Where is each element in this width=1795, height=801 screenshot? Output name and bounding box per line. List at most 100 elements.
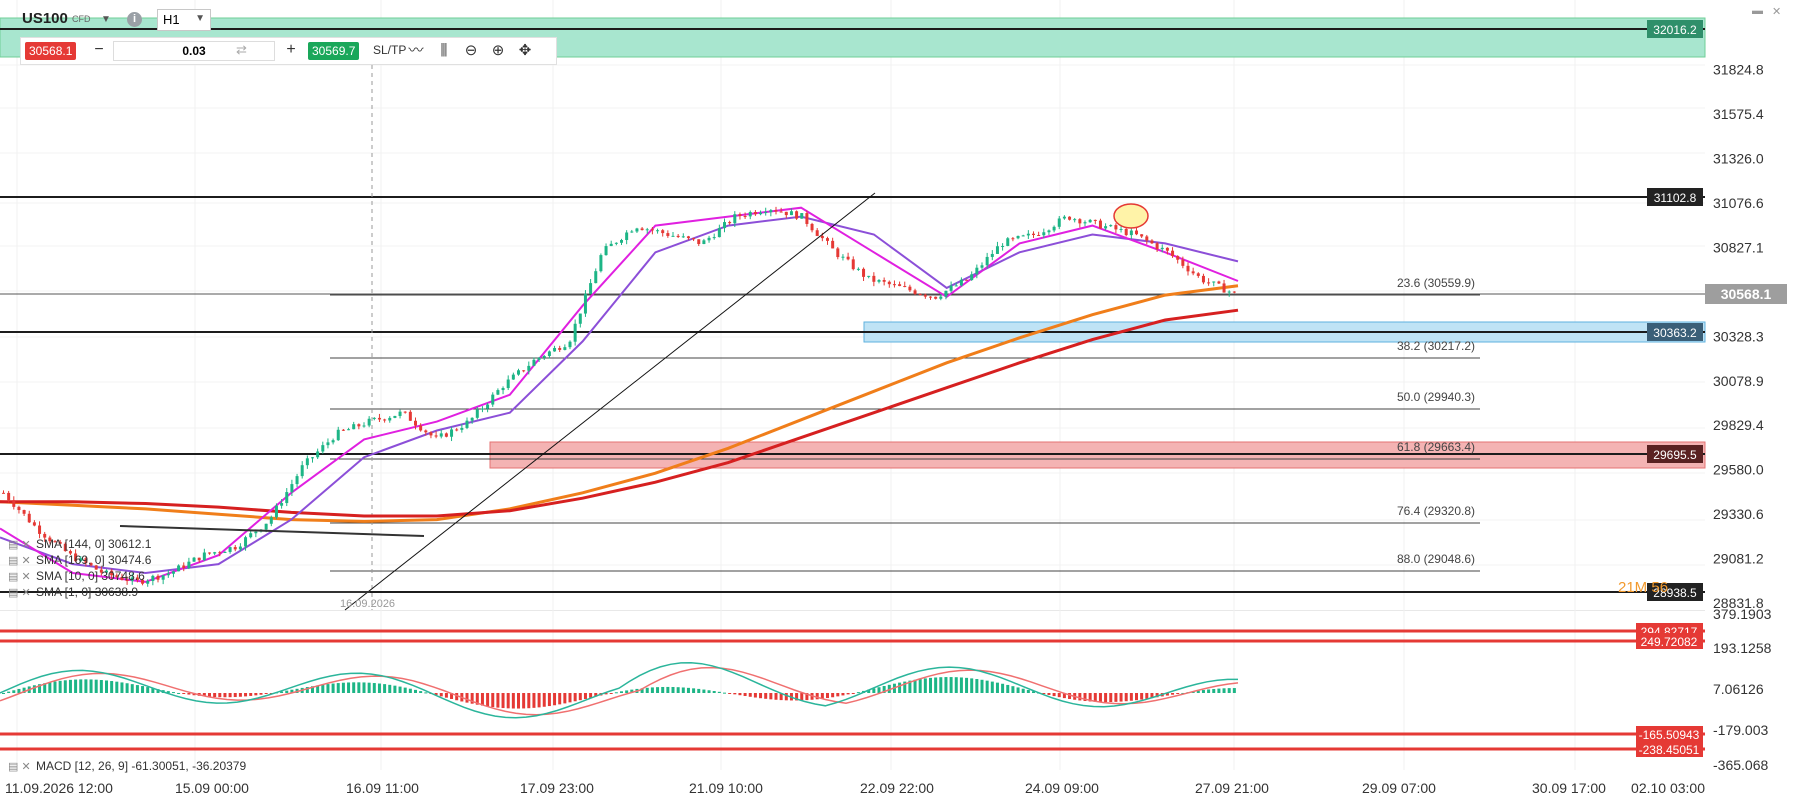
info-icon[interactable]: i <box>127 12 142 27</box>
buy-button[interactable]: 30569.7 <box>308 42 360 60</box>
crosshair-move-icon[interactable]: ✥ <box>518 42 532 59</box>
macd-histogram-bar <box>558 693 562 705</box>
macd-histogram-bar <box>1155 693 1159 698</box>
decrease-quantity-button[interactable]: − <box>94 41 104 58</box>
macd-histogram-bar <box>352 682 356 693</box>
symbol-name[interactable]: US100 <box>22 10 68 27</box>
line-chart-icon[interactable]: 〰 <box>408 42 424 59</box>
candle-body <box>213 552 217 554</box>
sell-button[interactable]: 30568.1 <box>25 42 77 60</box>
candle-body <box>795 211 799 219</box>
macd-histogram-bar <box>805 693 809 701</box>
candle-body <box>599 255 603 272</box>
macd-histogram-bar <box>856 692 860 694</box>
candle-body <box>1052 226 1056 231</box>
candle-body <box>311 457 314 459</box>
macd-histogram-bar <box>1114 693 1118 702</box>
macd-histogram-bar <box>748 693 752 697</box>
candle-body <box>923 294 927 297</box>
macd-histogram-bar <box>63 680 67 693</box>
candle-body <box>419 425 423 431</box>
candle-body <box>645 229 649 231</box>
macd-histogram-bar <box>89 679 93 693</box>
macd-histogram-bar <box>496 693 500 708</box>
candle-body <box>527 365 531 371</box>
candle-body <box>1212 281 1216 283</box>
macd-histogram-bar <box>779 693 783 701</box>
macd-level-label: -238.45051 <box>1639 743 1700 757</box>
timeframe-select[interactable]: H1 ▼ <box>157 9 211 31</box>
candle-body <box>882 279 886 282</box>
macd-histogram-bar <box>609 693 613 694</box>
macd-histogram-bar <box>68 679 72 693</box>
trendline <box>344 192 876 611</box>
macd-histogram-bar <box>681 687 685 693</box>
candle-body <box>723 222 726 229</box>
zoom-in-icon[interactable]: ⊕ <box>491 42 505 59</box>
macd-histogram-bar <box>341 682 345 693</box>
candle-body <box>959 279 963 286</box>
macd-histogram-bar <box>671 687 675 693</box>
candle-body <box>274 505 278 518</box>
macd-histogram-bar <box>439 693 443 697</box>
candle-body <box>686 236 690 239</box>
candle-body <box>439 433 443 437</box>
candle-body <box>300 465 304 477</box>
candle-body <box>1145 236 1149 241</box>
increase-quantity-button[interactable]: + <box>286 41 296 58</box>
candle-body <box>130 577 134 582</box>
candles-icon[interactable]: ⫼ <box>440 42 448 59</box>
macd-histogram-bar <box>326 684 330 693</box>
sl-tp-button[interactable]: SL/TP <box>373 43 407 57</box>
candle-body <box>43 533 47 538</box>
macd-histogram-bar <box>1026 690 1030 693</box>
macd-histogram-bar <box>470 693 474 704</box>
quantity-input[interactable]: 0.03 <box>113 41 275 61</box>
symbol-dropdown-icon[interactable]: ▼ <box>101 14 111 25</box>
macd-histogram-bar <box>661 686 665 693</box>
candle-body <box>558 347 562 350</box>
candle-body <box>820 235 824 239</box>
candle-body <box>506 379 510 389</box>
candle-body <box>12 500 16 507</box>
macd-histogram-bar <box>594 693 598 697</box>
candle-body <box>1227 291 1231 293</box>
candle-body <box>1073 219 1077 221</box>
candle-body <box>341 429 345 431</box>
macd-histogram-bar <box>146 687 150 693</box>
macd-histogram-bar <box>7 691 11 693</box>
time-axis-label: 22.09 22:00 <box>860 780 934 796</box>
candle-body <box>1176 256 1180 260</box>
macd-histogram-bar <box>733 693 737 695</box>
candle-body <box>1201 275 1205 283</box>
macd-level-label: -165.50943 <box>1639 728 1700 742</box>
candle-body <box>17 506 21 511</box>
macd-histogram-bar <box>1021 688 1025 693</box>
macd-histogram-bar <box>934 677 938 693</box>
candle-body <box>753 212 757 215</box>
candle-body <box>980 265 984 268</box>
zoom-out-icon[interactable]: ⊖ <box>464 42 478 59</box>
candle-body <box>630 231 634 233</box>
macd-tick-label: 379.1903 <box>1713 606 1772 622</box>
macd-histogram-bar <box>403 687 407 693</box>
macd-histogram-bar <box>377 683 381 693</box>
macd-histogram-bar <box>501 693 505 709</box>
macd-histogram-bar <box>1171 693 1175 695</box>
macd-histogram-bar <box>74 679 78 693</box>
candle-body <box>563 347 567 350</box>
minimize-icon[interactable]: ▬ <box>1752 5 1763 17</box>
macd-histogram-bar <box>264 693 268 694</box>
candle-body <box>486 404 490 409</box>
close-icon[interactable]: ✕ <box>1772 6 1782 18</box>
macd-histogram-bar <box>254 693 258 696</box>
macd-tick-label: 7.06126 <box>1713 681 1764 697</box>
macd-tick-label: -179.003 <box>1713 722 1768 738</box>
candle-body <box>233 547 237 550</box>
swap-icon[interactable]: ⇄ <box>236 42 247 57</box>
macd-histogram-bar <box>1150 693 1154 699</box>
candle-body <box>135 577 139 580</box>
macd-histogram-bar <box>120 682 124 693</box>
macd-histogram-bar <box>480 693 484 706</box>
